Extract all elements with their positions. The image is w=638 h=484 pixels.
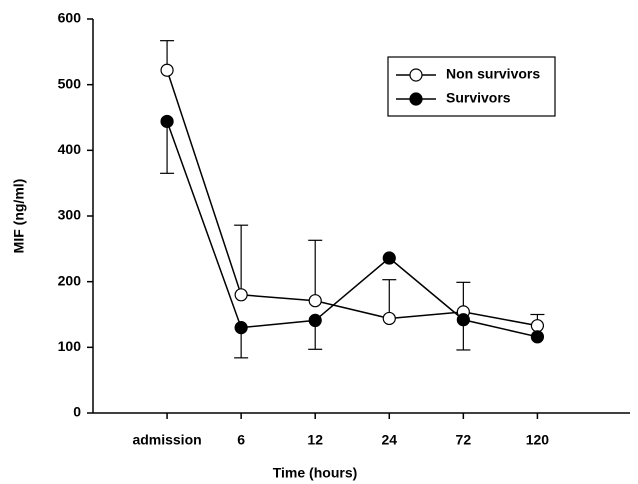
marker	[382, 311, 396, 326]
series-line	[166, 69, 538, 327]
x-tick-label: 120	[526, 432, 550, 448]
x-tick-label: 6	[237, 432, 245, 448]
marker	[234, 288, 248, 302]
legend-label: Non survivors	[446, 66, 540, 82]
legend-box	[387, 56, 556, 117]
marker	[160, 114, 174, 129]
marker	[456, 313, 470, 327]
y-tick-label: 100	[58, 338, 82, 354]
y-tick-label: 600	[58, 10, 82, 26]
x-tick-label: 12	[307, 432, 323, 448]
legend-marker	[409, 92, 423, 106]
marker	[530, 330, 545, 344]
y-axis-label: MIF (ng/ml)	[11, 179, 27, 254]
legend-marker	[409, 68, 423, 82]
marker	[530, 319, 545, 333]
marker	[308, 294, 322, 308]
y-tick-label: 300	[58, 207, 82, 223]
x-axis-label: Time (hours)	[273, 465, 358, 481]
x-tick-label: admission	[132, 432, 201, 448]
y-tick-label: 200	[58, 272, 82, 288]
x-tick-label: 72	[456, 432, 472, 448]
series-line	[166, 121, 538, 338]
y-tick-label: 500	[58, 75, 82, 91]
y-tick-label: 0	[73, 404, 81, 420]
marker	[308, 313, 322, 328]
y-tick-label: 400	[58, 141, 82, 157]
x-tick-label: 24	[381, 432, 397, 448]
marker	[160, 63, 174, 77]
legend-label: Survivors	[446, 90, 511, 106]
marker	[382, 251, 396, 265]
marker	[234, 321, 248, 335]
